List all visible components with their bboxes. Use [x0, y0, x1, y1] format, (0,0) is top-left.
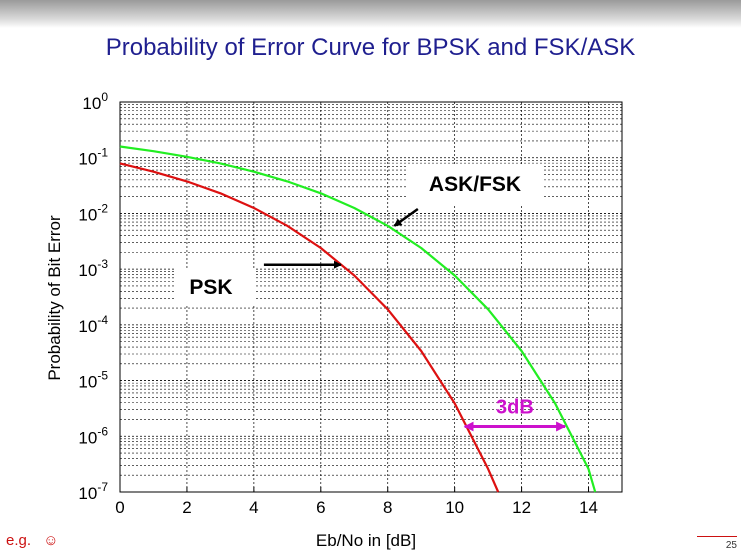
ask-fsk-arrow [393, 208, 419, 227]
y-tick-base: 10 [78, 317, 97, 336]
x-tick-label: 4 [249, 498, 258, 517]
psk-label: PSK [189, 276, 232, 299]
plot-frame [119, 101, 623, 493]
x-tick-label: 12 [512, 498, 531, 517]
y-tick-base: 10 [78, 205, 97, 224]
series-layer [119, 145, 597, 493]
x-tick-label: 14 [579, 498, 598, 517]
x-axis-label: Eb/No in [dB] [316, 531, 416, 550]
y-tick-exponent: -5 [97, 369, 108, 383]
y-tick-exponent: -3 [97, 257, 108, 271]
y-tick-label: 10-2 [78, 201, 108, 224]
y-tick-exponent: 0 [101, 90, 108, 104]
y-tick-label: 10-6 [78, 424, 108, 447]
y-tick-label: 10-4 [78, 313, 108, 336]
y-tick-label: 10-7 [78, 480, 108, 503]
slide-title: Probability of Error Curve for BPSK and … [105, 34, 636, 61]
y-tick-base: 10 [82, 94, 101, 113]
ask-fsk-label-box [408, 164, 542, 204]
y-tick-base: 10 [78, 150, 97, 169]
page-number: 25 [697, 536, 737, 551]
y-tick-label: 10-3 [78, 257, 108, 280]
y-tick-base: 10 [78, 428, 97, 447]
series-line-psk [119, 162, 500, 493]
y-tick-exponent: -7 [97, 480, 108, 494]
footer-note-text: e.g. [6, 532, 32, 549]
y-axis-label: Probability of Bit Error [45, 215, 64, 381]
smiley-icon: ☺ [43, 532, 59, 549]
y-tick-base: 10 [78, 373, 97, 392]
y-tick-label: 10-1 [78, 146, 108, 169]
three-db-label: 3dB [496, 396, 534, 418]
y-tick-exponent: -4 [97, 313, 108, 327]
x-tick-label: 2 [182, 498, 191, 517]
y-tick-exponent: -1 [97, 146, 108, 160]
psk-label-box [175, 268, 255, 306]
x-tick-label: 10 [445, 498, 464, 517]
y-tick-label: 100 [82, 90, 108, 113]
x-tick-label: 6 [316, 498, 325, 517]
slide-header-bar [0, 0, 741, 28]
y-tick-exponent: -2 [97, 201, 108, 215]
tick-labels: 0 2 4 6 8 10 12 1410010-110-210-310-410-510-610… [78, 90, 598, 517]
footer-note: e.g. ☺ [6, 532, 59, 549]
ask-fsk-label: ASK/FSK [429, 173, 521, 196]
annotations: ASK/FSK PSK 3dB [175, 164, 567, 432]
y-tick-base: 10 [78, 261, 97, 280]
x-tick-label: 0 [115, 498, 124, 517]
y-tick-exponent: -6 [97, 424, 108, 438]
series-line-ask-fsk [119, 145, 597, 493]
y-tick-base: 10 [78, 484, 97, 503]
y-tick-label: 10-5 [78, 369, 108, 392]
x-tick-label: 8 [383, 498, 392, 517]
